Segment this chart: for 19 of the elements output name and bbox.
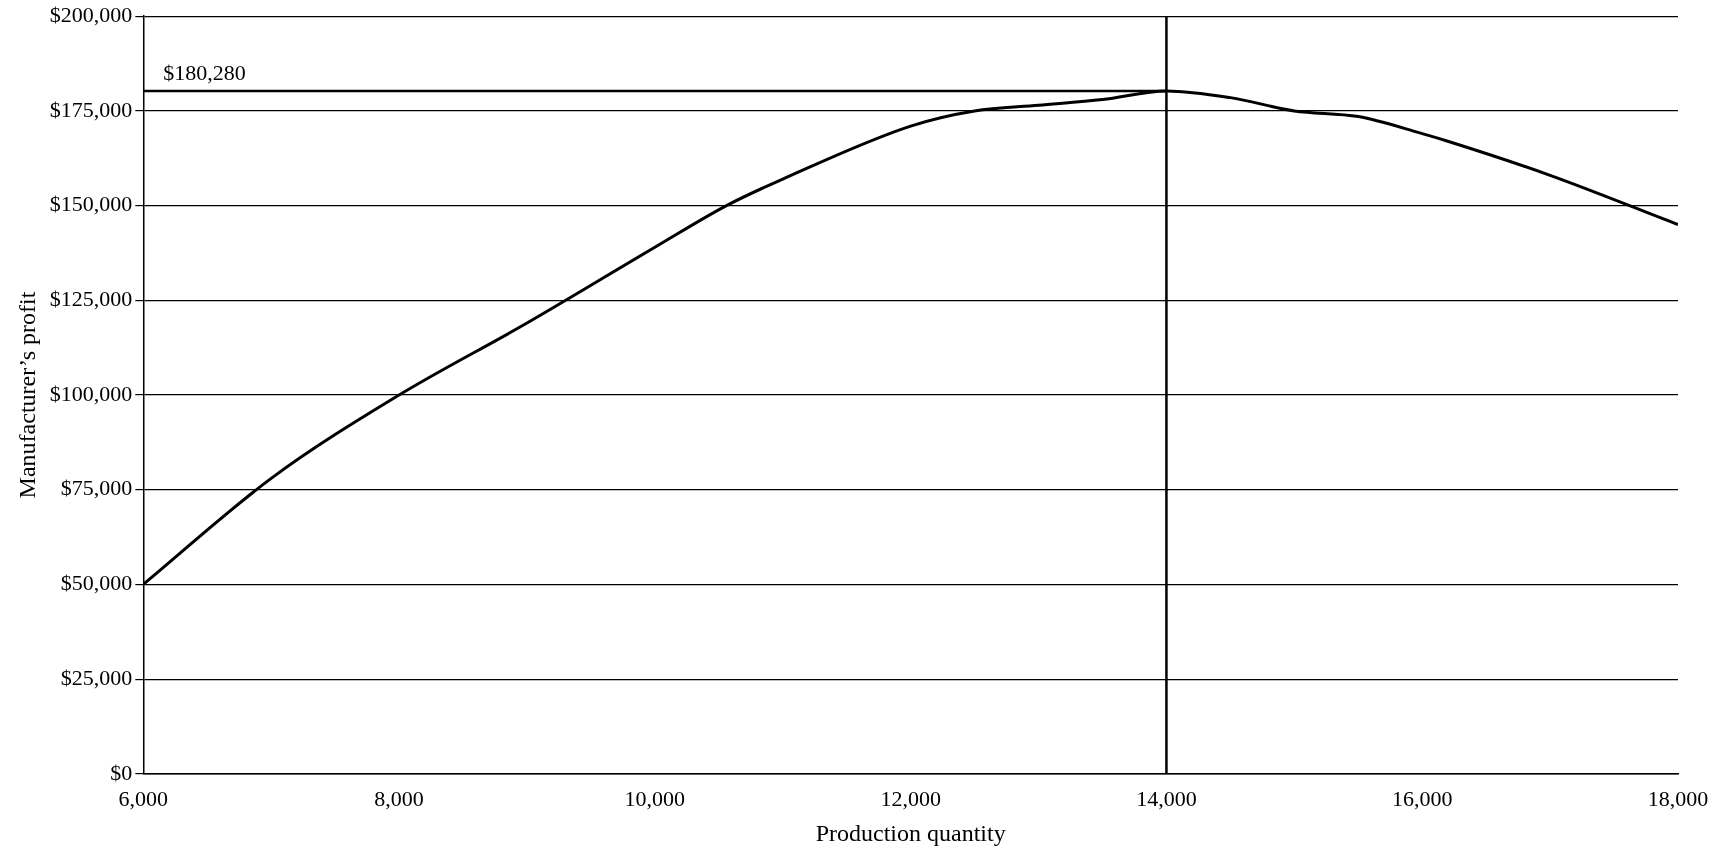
y-axis-title: Manufacturer’s profit: [13, 291, 40, 499]
x-tick-label: 16,000: [1391, 785, 1453, 811]
y-tick-label: $125,000: [49, 286, 133, 312]
y-tick-label: $150,000: [49, 191, 133, 217]
x-axis-title: Production quantity: [815, 819, 1006, 846]
y-tick-label: $75,000: [60, 475, 133, 501]
x-tick-label: 6,000: [118, 785, 169, 811]
y-tick-label: $0: [110, 759, 133, 785]
y-tick-label: $50,000: [60, 570, 133, 596]
y-tick-label: $200,000: [49, 1, 133, 27]
y-tick-label: $175,000: [49, 96, 133, 122]
y-tick-label: $100,000: [49, 380, 133, 406]
x-tick-label: 10,000: [624, 785, 686, 811]
x-tick-label: 18,000: [1647, 785, 1709, 811]
x-tick-label: 12,000: [880, 785, 941, 811]
y-tick-label: $25,000: [60, 664, 133, 690]
x-tick-label: 14,000: [1136, 785, 1197, 811]
x-tick-label: 8,000: [374, 785, 424, 811]
ref-line-label: $180,280: [163, 59, 246, 85]
